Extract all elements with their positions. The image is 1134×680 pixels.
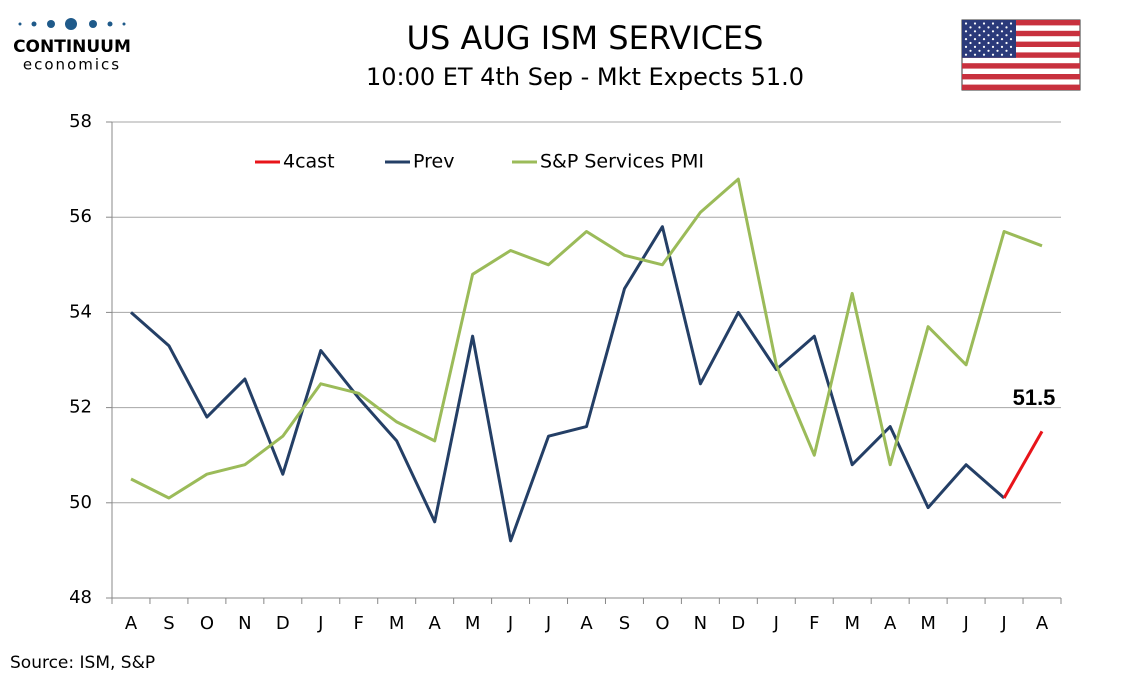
x-tick-label: O xyxy=(655,613,669,634)
flag-star xyxy=(1005,49,1008,52)
flag-star xyxy=(1000,38,1004,41)
flag-star xyxy=(991,53,995,56)
flag-star xyxy=(991,38,995,41)
flag-star xyxy=(1000,45,1004,49)
x-tick-label: D xyxy=(276,613,290,634)
flag-star xyxy=(1009,45,1013,49)
y-tick-label: 56 xyxy=(69,206,92,227)
x-tick-label: J xyxy=(773,613,779,634)
x-tick-label: A xyxy=(580,613,593,634)
x-tick-label: J xyxy=(317,613,323,634)
flag-star xyxy=(964,30,968,33)
flag-star xyxy=(969,34,972,37)
data-label: 51.5 xyxy=(1013,385,1056,410)
logo-tagline: economics xyxy=(23,56,121,74)
x-tick-label: S xyxy=(619,613,630,634)
flag-star xyxy=(964,45,968,49)
flag-star xyxy=(982,30,986,33)
flag-star xyxy=(978,34,981,37)
x-tick-label: J xyxy=(545,613,551,634)
y-tick-label: 58 xyxy=(69,111,92,132)
flag-star xyxy=(1009,22,1013,25)
x-tick-label: M xyxy=(389,613,405,634)
flag-star xyxy=(987,34,990,37)
chart-title: US AUG ISM SERVICES xyxy=(407,19,764,57)
logo-name: CONTINUUM xyxy=(13,37,131,57)
flag-star xyxy=(964,53,968,56)
series-line xyxy=(130,177,1043,500)
x-tick-label: A xyxy=(1036,613,1049,634)
flag-star xyxy=(978,26,981,29)
series-line xyxy=(1002,430,1044,499)
x-tick-label: F xyxy=(354,613,364,634)
x-tick-label: N xyxy=(694,613,707,634)
x-tick-label: A xyxy=(125,613,138,634)
x-tick-label: M xyxy=(465,613,481,634)
x-tick-label: D xyxy=(731,613,745,634)
flag-star xyxy=(987,26,990,29)
flag-star xyxy=(1009,30,1013,33)
x-tick-label: O xyxy=(200,613,214,634)
x-tick-label: S xyxy=(163,613,174,634)
flag-star xyxy=(991,22,995,25)
legend-label: Prev xyxy=(413,151,454,173)
flag-star xyxy=(1005,26,1008,29)
flag-star xyxy=(969,41,972,45)
flag-star xyxy=(991,30,995,33)
flag-star xyxy=(964,38,968,41)
y-tick-label: 50 xyxy=(69,492,92,513)
flag-star xyxy=(973,38,977,41)
flag-star xyxy=(973,45,977,49)
flag-star xyxy=(982,45,986,49)
flag-star xyxy=(964,22,968,25)
flag-star xyxy=(973,30,977,33)
flag-star xyxy=(978,41,981,45)
flag-star xyxy=(978,49,981,52)
x-tick-label: N xyxy=(238,613,251,634)
x-tick-label: M xyxy=(920,613,936,634)
flag-star xyxy=(1000,22,1004,25)
y-tick-label: 52 xyxy=(69,397,92,418)
flag-star xyxy=(996,41,999,45)
flag xyxy=(961,19,1081,91)
flag-star xyxy=(1005,34,1008,37)
legend-label: 4cast xyxy=(283,151,335,173)
x-tick-label: J xyxy=(962,613,968,634)
flag-star xyxy=(996,26,999,29)
flag-star xyxy=(982,22,986,25)
flag-star xyxy=(982,53,986,56)
x-tick-label: A xyxy=(884,613,897,634)
flag-star xyxy=(973,53,977,56)
flag-star xyxy=(1005,41,1008,45)
flag-star xyxy=(982,38,986,41)
logo-dots xyxy=(18,18,126,30)
series-line xyxy=(130,225,1006,543)
flag-star xyxy=(969,49,972,52)
y-tick-label: 48 xyxy=(69,587,92,608)
x-tick-label: M xyxy=(844,613,860,634)
x-tick-label: J xyxy=(507,613,513,634)
flag-star xyxy=(987,41,990,45)
source-note: Source: ISM, S&P xyxy=(10,653,155,673)
legend-label: S&P Services PMI xyxy=(540,151,704,173)
x-tick-label: J xyxy=(1000,613,1006,634)
flag-star xyxy=(973,22,977,25)
x-tick-label: A xyxy=(428,613,441,634)
flag-star xyxy=(1009,38,1013,41)
chart-subtitle: 10:00 ET 4th Sep - Mkt Expects 51.0 xyxy=(366,63,804,91)
y-tick-label: 54 xyxy=(69,301,92,322)
flag-star xyxy=(987,49,990,52)
x-tick-label: F xyxy=(809,613,819,634)
flag-star xyxy=(991,45,995,49)
flag-star xyxy=(996,34,999,37)
flag-star xyxy=(969,26,972,29)
flag-star xyxy=(1009,53,1013,56)
flag-star xyxy=(996,49,999,52)
flag-star xyxy=(1000,53,1004,56)
flag-star xyxy=(1000,30,1004,33)
